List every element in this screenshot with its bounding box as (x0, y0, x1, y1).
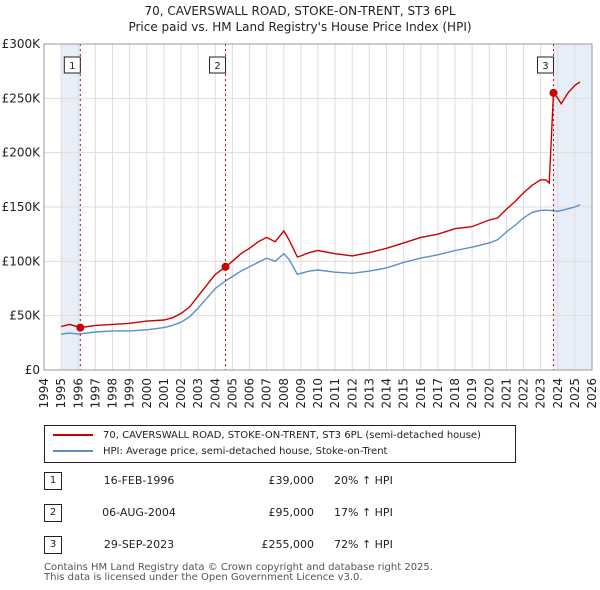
x-tick-label: 2021 (499, 378, 513, 409)
x-tick-label: 1995 (54, 378, 68, 409)
sale-date: 29-SEP-2023 (103, 538, 175, 551)
x-tick-label: 1998 (106, 378, 120, 409)
sale-number-badge: 2 (44, 504, 62, 522)
sale-marker-label: 3 (542, 61, 548, 72)
y-tick-label: £50K (9, 309, 41, 323)
sale-date: 06-AUG-2004 (102, 506, 176, 519)
x-tick-label: 2005 (225, 378, 239, 409)
y-tick-label: £200K (2, 146, 42, 160)
footer-line-1: Contains HM Land Registry data © Crown c… (44, 562, 433, 573)
legend-item-price-paid: 70, CAVERSWALL ROAD, STOKE-ON-TRENT, ST3… (53, 428, 481, 444)
x-tick-label: 2018 (448, 378, 462, 409)
sale-hpi-change: 20% ↑ HPI (334, 474, 393, 487)
sale-price: £39,000 (268, 474, 315, 487)
x-tick-label: 2016 (414, 378, 428, 409)
y-tick-label: £150K (2, 200, 42, 214)
plot-frame (43, 43, 593, 371)
sale-row: 3 29-SEP-2023 £255,000 72% ↑ HPI (44, 534, 444, 558)
legend-red-line-icon (53, 434, 93, 436)
footer-line-2: This data is licensed under the Open Gov… (44, 572, 363, 583)
sale-number-badge: 1 (44, 472, 62, 490)
x-tick-label: 2019 (465, 378, 479, 409)
x-tick-label: 2001 (157, 378, 171, 409)
hpi-series-line (61, 204, 581, 335)
x-tick-label: 2017 (431, 378, 445, 409)
sale-date: 16-FEB-1996 (103, 474, 175, 487)
x-tick-label: 2003 (191, 378, 205, 409)
x-tick-label: 2013 (362, 378, 376, 409)
sale-point (221, 262, 230, 271)
x-tick-label: 1996 (71, 378, 85, 409)
legend-red-label: 70, CAVERSWALL ROAD, STOKE-ON-TRENT, ST3… (103, 430, 481, 441)
sale-row: 1 16-FEB-1996 £39,000 20% ↑ HPI (44, 470, 444, 494)
x-tick-label: 2004 (208, 378, 222, 409)
x-tick-label: 2026 (585, 378, 599, 409)
x-tick-label: 2011 (328, 378, 342, 409)
x-tick-label: 2015 (397, 378, 411, 409)
x-tick-label: 2022 (517, 378, 531, 409)
x-tick-label: 2007 (260, 378, 274, 409)
chart-subtitle: Price paid vs. HM Land Registry's House … (128, 20, 472, 34)
x-tick-label: 1999 (123, 378, 137, 409)
y-tick-label: £100K (2, 254, 42, 268)
sale-marker-label: 1 (69, 61, 75, 72)
sale-price: £255,000 (261, 538, 315, 551)
legend-item-hpi: HPI: Average price, semi-detached house,… (53, 444, 387, 460)
sale-hpi-change: 17% ↑ HPI (334, 506, 393, 519)
x-tick-label: 2024 (551, 378, 565, 409)
price-paid-series-line (60, 81, 581, 329)
y-tick-label: £300K (2, 37, 42, 51)
sale-number-badge: 3 (44, 536, 62, 554)
x-tick-label: 2000 (140, 378, 154, 409)
sale-hpi-change: 72% ↑ HPI (334, 538, 393, 551)
y-tick-label: £0 (25, 363, 40, 377)
x-tick-label: 2008 (277, 378, 291, 409)
x-tick-label: 2014 (380, 378, 394, 409)
sale-point (76, 323, 85, 332)
x-tick-label: 1994 (37, 378, 51, 409)
x-tick-label: 2023 (534, 378, 548, 409)
legend-blue-line-icon (53, 450, 93, 452)
x-tick-label: 1997 (88, 378, 102, 409)
x-tick-label: 2002 (174, 378, 188, 409)
sale-marker-label: 2 (214, 61, 220, 72)
legend: 70, CAVERSWALL ROAD, STOKE-ON-TRENT, ST3… (44, 425, 516, 463)
sale-marker-label-box (63, 56, 81, 74)
y-tick-label: £250K (2, 91, 42, 105)
x-tick-label: 2009 (294, 378, 308, 409)
sale-price: £95,000 (268, 506, 315, 519)
sale-row: 2 06-AUG-2004 £95,000 17% ↑ HPI (44, 502, 444, 526)
chart-title: 70, CAVERSWALL ROAD, STOKE-ON-TRENT, ST3… (144, 4, 456, 18)
x-tick-label: 2012 (345, 378, 359, 409)
x-tick-label: 2020 (482, 378, 496, 409)
sale-point (549, 88, 558, 97)
x-tick-label: 2025 (568, 378, 582, 409)
sale-marker-label-box (209, 56, 227, 74)
sale-marker-label-box (536, 56, 554, 74)
x-tick-label: 2006 (243, 378, 257, 409)
footer-credits: Contains HM Land Registry data © Crown c… (44, 563, 433, 583)
x-tick-label: 2010 (311, 378, 325, 409)
legend-blue-label: HPI: Average price, semi-detached house,… (103, 446, 388, 457)
